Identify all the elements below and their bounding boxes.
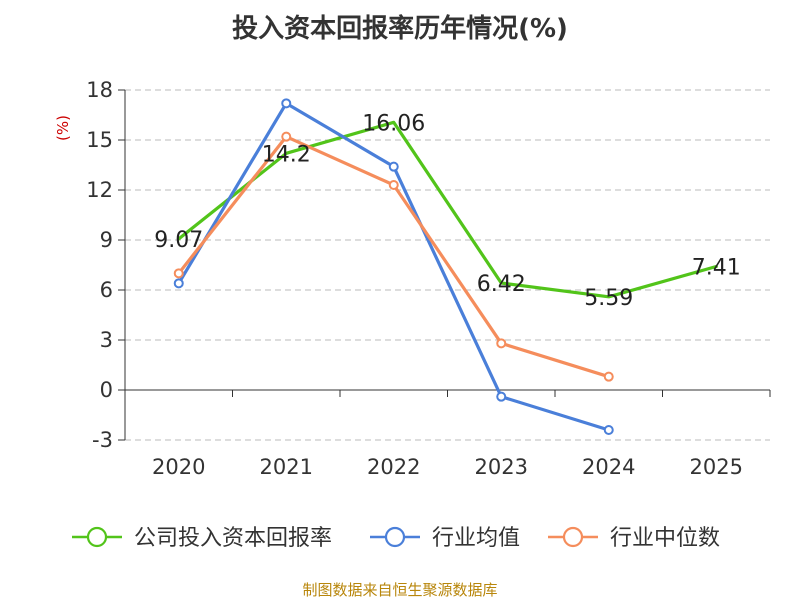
- legend-item: 公司投入资本回报率: [72, 526, 332, 551]
- x-tick-label: 2023: [475, 455, 528, 479]
- x-tick-label: 2024: [582, 455, 635, 479]
- data-point: [388, 161, 399, 172]
- data-source: 制图数据来自恒生聚源数据库: [302, 581, 498, 599]
- data-point: [173, 278, 184, 289]
- chart-title: 投入资本回报率历年情况(%): [232, 14, 568, 44]
- data-point: [603, 371, 614, 382]
- y-tick-label: 9: [100, 228, 113, 252]
- data-point: [496, 338, 507, 349]
- legend-label: 行业中位数: [610, 526, 720, 551]
- data-label: 7.41: [692, 256, 741, 281]
- y-tick-label: 15: [86, 128, 113, 152]
- legend-marker: [86, 526, 108, 548]
- x-tick-label: 2020: [152, 455, 205, 479]
- data-point: [603, 425, 614, 435]
- data-point: [281, 98, 292, 109]
- y-tick-label: 12: [86, 178, 113, 202]
- y-tick-label: 18: [86, 78, 113, 102]
- data-point: [388, 180, 399, 190]
- y-tick-label: 0: [100, 378, 113, 402]
- y-tick-label: 3: [100, 328, 113, 352]
- data-label: 6.42: [477, 272, 526, 297]
- series-line-1: [177, 101, 611, 432]
- legend-label: 行业均值: [432, 526, 520, 551]
- y-axis-label: (%): [54, 115, 72, 141]
- data-label: 14.2: [262, 142, 311, 167]
- data-label: 5.59: [584, 286, 633, 311]
- data-label: 9.07: [154, 228, 203, 253]
- y-tick-label: 6: [100, 278, 113, 302]
- legend-label: 公司投入资本回报率: [134, 526, 332, 551]
- series-line-0: [177, 120, 718, 299]
- data-label: 16.06: [362, 111, 425, 136]
- legend-item: 行业均值: [370, 526, 520, 551]
- x-tick-label: 2021: [260, 455, 313, 479]
- data-point: [496, 391, 507, 402]
- data-point: [173, 268, 184, 279]
- x-tick-label: 2022: [367, 455, 420, 479]
- x-tick-label: 2025: [690, 455, 743, 479]
- legend-marker: [384, 526, 406, 548]
- data-point: [281, 131, 292, 142]
- legend-marker: [562, 526, 584, 548]
- legend-item: 行业中位数: [548, 526, 720, 551]
- y-tick-label: -3: [92, 428, 113, 452]
